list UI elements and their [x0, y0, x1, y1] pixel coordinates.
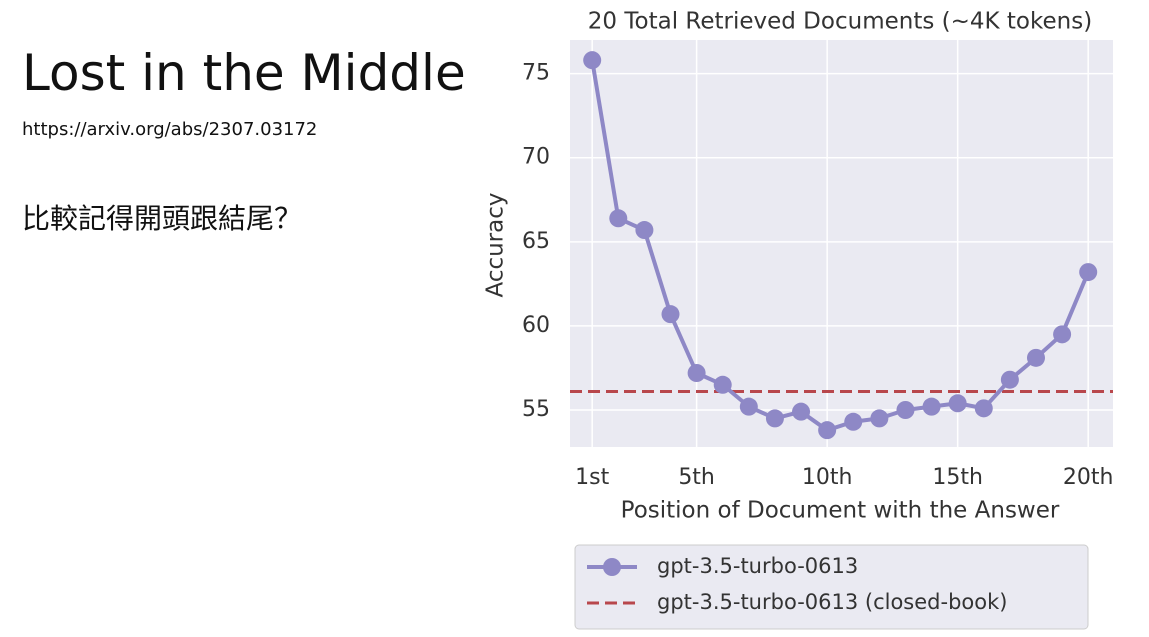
x-axis-label: Position of Document with the Answer [621, 498, 1060, 524]
data-point [661, 305, 680, 324]
legend-label: gpt-3.5-turbo-0613 (closed-book) [657, 590, 1007, 614]
data-point [713, 375, 732, 394]
legend-marker [603, 558, 621, 576]
data-point [948, 394, 967, 413]
x-tick-label: 15th [932, 465, 983, 490]
x-tick-label: 20th [1063, 465, 1114, 490]
plot-area [570, 40, 1113, 447]
slide-title: Lost in the Middle [22, 44, 466, 102]
x-tick-label: 5th [678, 465, 715, 490]
data-point [974, 399, 993, 418]
chart: 20 Total Retrieved Documents (~4K tokens… [470, 0, 1149, 637]
data-point [765, 409, 784, 428]
data-point [1026, 348, 1045, 367]
y-tick-label: 60 [522, 313, 550, 338]
data-point [609, 209, 628, 228]
legend-label: gpt-3.5-turbo-0613 [657, 554, 858, 578]
chart-title: 20 Total Retrieved Documents (~4K tokens… [588, 9, 1092, 35]
legend [574, 544, 1089, 630]
y-tick-label: 55 [522, 397, 550, 422]
data-point [1079, 263, 1098, 282]
data-point [922, 397, 941, 416]
x-tick-label: 1st [575, 465, 609, 490]
x-tick-label: 10th [802, 465, 853, 490]
data-point [1000, 370, 1019, 389]
data-point [687, 364, 706, 382]
y-axis-label: Accuracy [483, 192, 509, 297]
data-point [870, 409, 889, 428]
data-point [583, 51, 602, 70]
data-point [635, 221, 654, 240]
link: https://arxiv.org/abs/2307.03172 [22, 119, 317, 140]
y-tick-label: 75 [522, 61, 550, 86]
data-point [792, 402, 811, 421]
data-point [844, 412, 863, 431]
data-point [818, 421, 837, 440]
data-point [896, 401, 915, 419]
y-tick-label: 70 [522, 145, 550, 170]
data-point [739, 397, 758, 416]
y-tick-label: 65 [522, 229, 550, 254]
question: 比較記得開頭跟結尾？ [22, 202, 302, 235]
data-point [1053, 325, 1072, 344]
